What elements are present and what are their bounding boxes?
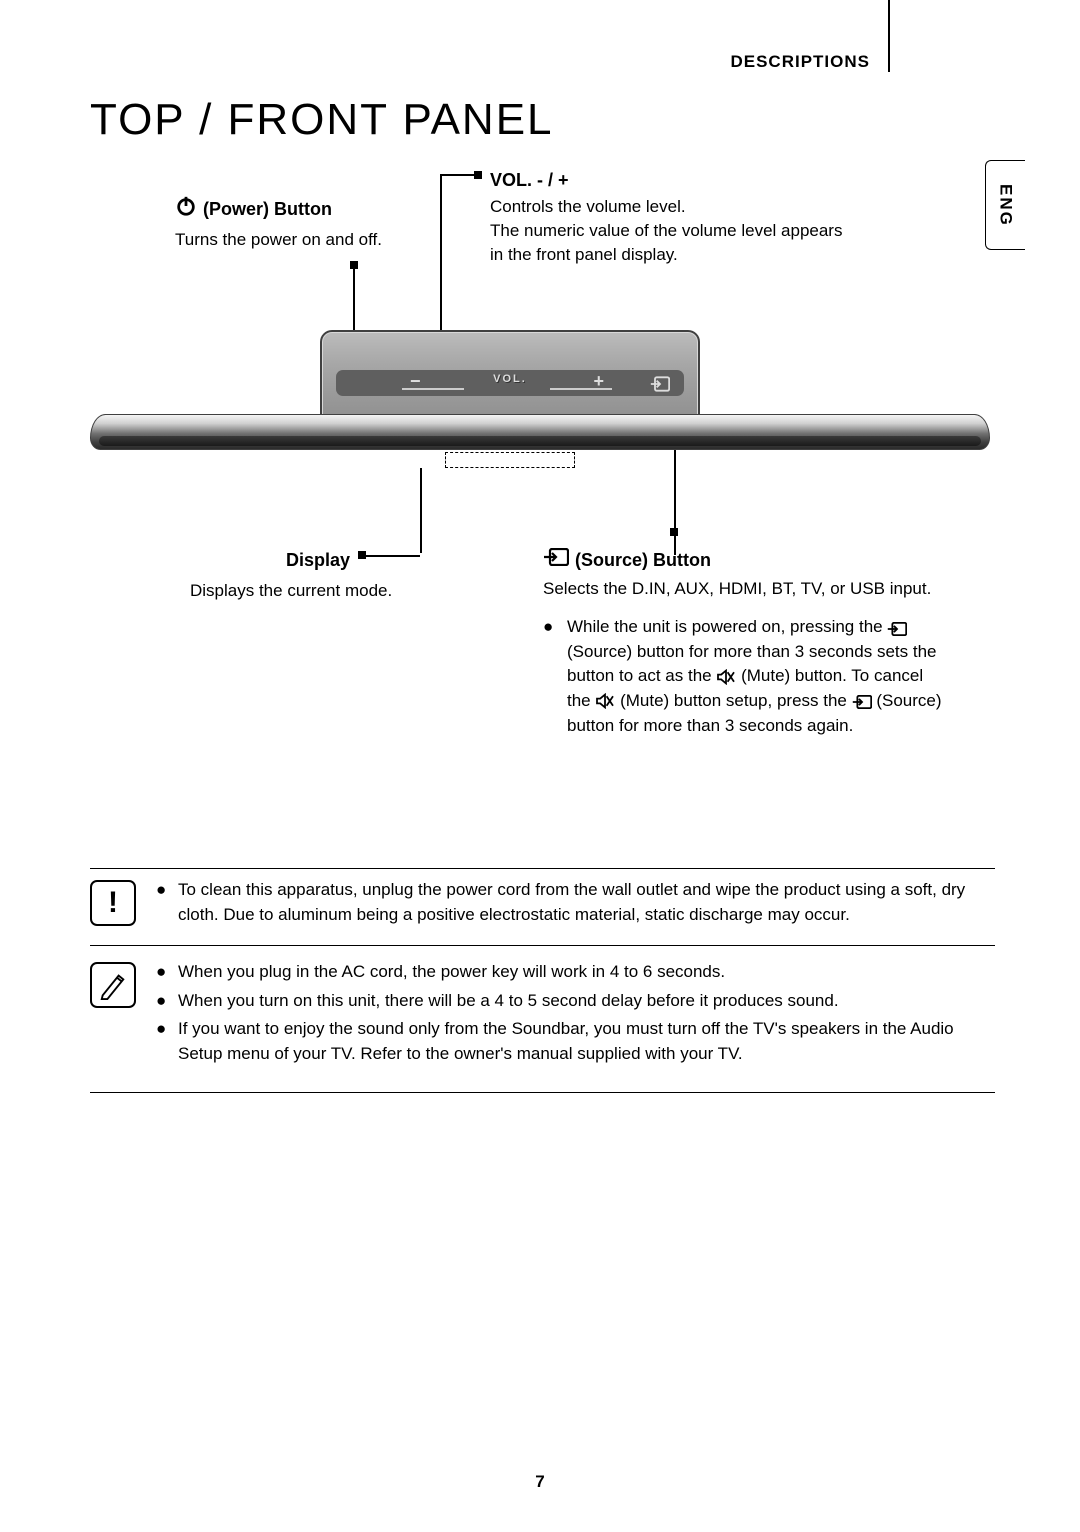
source-icon bbox=[887, 619, 907, 635]
callout-source-bullet: ● While the unit is powered on, pressing… bbox=[543, 615, 943, 738]
caution-list: ●To clean this apparatus, unplug the pow… bbox=[156, 878, 995, 931]
leader-line bbox=[440, 174, 478, 176]
callout-power-title: (Power) Button bbox=[203, 197, 332, 222]
source-bullet-text: (Mute) button setup, press the bbox=[620, 691, 852, 710]
info-note: ●When you plug in the AC cord, the power… bbox=[90, 960, 995, 1071]
callout-volume-title: VOL. - / + bbox=[490, 168, 850, 193]
callout-source-desc: Selects the D.IN, AUX, HDMI, BT, TV, or … bbox=[543, 577, 943, 601]
decorative-line bbox=[550, 388, 612, 390]
note-text: If you want to enjoy the sound only from… bbox=[178, 1017, 995, 1066]
callout-volume-desc: Controls the volume level. The numeric v… bbox=[490, 195, 850, 266]
device-display-outline bbox=[445, 452, 575, 468]
note-icon bbox=[90, 962, 136, 1008]
language-tab-label: ENG bbox=[996, 184, 1016, 227]
source-icon bbox=[852, 692, 872, 708]
caution-note: ! ●To clean this apparatus, unplug the p… bbox=[90, 878, 995, 931]
callout-display-desc: Displays the current mode. bbox=[190, 579, 490, 603]
info-list: ●When you plug in the AC cord, the power… bbox=[156, 960, 995, 1071]
divider bbox=[90, 868, 995, 869]
callout-power-desc: Turns the power on and off. bbox=[175, 228, 445, 252]
section-label: DESCRIPTIONS bbox=[730, 52, 870, 72]
callout-display-title: Display bbox=[190, 548, 490, 573]
mute-icon bbox=[595, 692, 615, 708]
note-text: When you plug in the AC cord, the power … bbox=[178, 960, 725, 985]
callout-volume: VOL. - / + Controls the volume level. Th… bbox=[490, 168, 850, 267]
header-divider bbox=[888, 0, 890, 72]
leader-endpoint bbox=[670, 528, 678, 536]
page-number: 7 bbox=[535, 1472, 544, 1492]
decorative-line bbox=[402, 388, 464, 390]
caution-icon: ! bbox=[90, 880, 136, 926]
source-icon bbox=[650, 376, 670, 397]
callout-power: (Power) Button Turns the power on and of… bbox=[175, 195, 445, 252]
source-bullet-text: While the unit is powered on, pressing t… bbox=[567, 617, 887, 636]
power-icon bbox=[175, 195, 197, 224]
note-text: When you turn on this unit, there will b… bbox=[178, 989, 839, 1014]
page-title: TOP / FRONT PANEL bbox=[90, 95, 554, 145]
language-tab: ENG bbox=[985, 160, 1025, 250]
divider bbox=[90, 945, 995, 946]
callout-display: Display Displays the current mode. bbox=[190, 548, 490, 603]
callout-source-title: (Source) Button bbox=[575, 548, 711, 573]
mute-icon bbox=[716, 668, 736, 684]
volume-label: VOL. bbox=[493, 373, 527, 385]
callout-source: (Source) Button Selects the D.IN, AUX, H… bbox=[543, 548, 943, 738]
device-illustration: − VOL. + bbox=[90, 330, 990, 500]
device-control-strip: − VOL. + bbox=[336, 370, 684, 396]
note-text: To clean this apparatus, unplug the powe… bbox=[178, 878, 995, 927]
device-body bbox=[90, 414, 990, 450]
source-icon bbox=[543, 548, 569, 573]
divider bbox=[90, 1092, 995, 1093]
